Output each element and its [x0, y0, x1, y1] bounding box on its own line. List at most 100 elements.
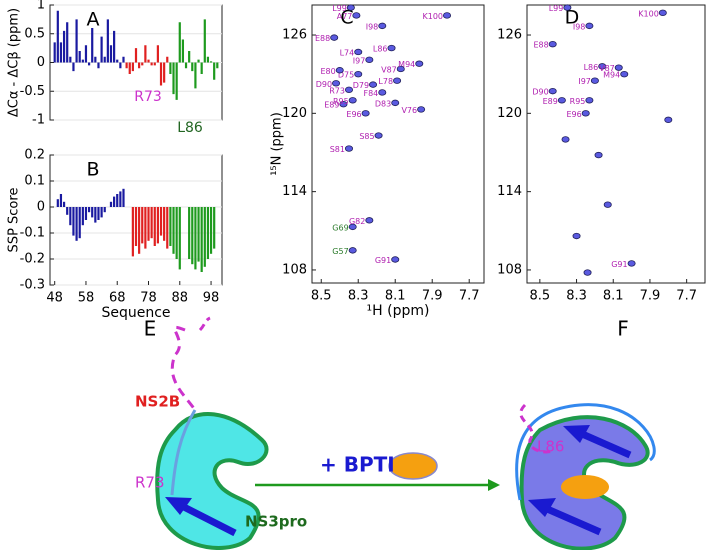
- peak: [346, 4, 355, 11]
- residue-label: R73: [135, 474, 165, 492]
- peak: [590, 77, 599, 84]
- bar: [113, 30, 116, 63]
- peak-label: E89: [543, 97, 558, 106]
- bar: [144, 207, 147, 249]
- peak-label: D75: [338, 71, 354, 80]
- bar: [78, 207, 81, 239]
- peak: [348, 97, 357, 104]
- residue-label: L86: [537, 438, 564, 456]
- y-tick-label: 0.1: [24, 174, 45, 189]
- bar: [125, 62, 128, 69]
- bar: [131, 207, 134, 257]
- bar: [141, 62, 144, 66]
- peak-label: D90: [316, 80, 332, 89]
- bar: [97, 62, 100, 69]
- bar: [128, 62, 131, 74]
- y-tick-label: 0.2: [24, 148, 45, 163]
- y-tick-label: 120: [497, 106, 522, 121]
- bar: [66, 22, 69, 63]
- bar: [169, 62, 172, 74]
- ns2b-tail: [198, 316, 211, 332]
- y-tick-label: 114: [282, 184, 307, 199]
- y-tick-label: -0.1: [20, 226, 45, 241]
- peak-label: D79: [353, 81, 369, 90]
- x-tick-label: 98: [203, 291, 220, 306]
- bar: [147, 59, 150, 63]
- bar: [178, 22, 181, 63]
- bar: [144, 45, 147, 63]
- bar: [184, 62, 188, 69]
- peak: [583, 269, 592, 276]
- peak: [344, 145, 353, 152]
- bar: [209, 61, 213, 63]
- x-tick-label: 78: [140, 291, 157, 306]
- peak-label: A77: [337, 12, 353, 21]
- y-tick-label: 108: [497, 262, 522, 277]
- x-tick-label: 7.9: [422, 289, 443, 304]
- peak: [391, 256, 400, 263]
- peak: [339, 100, 348, 108]
- bar: [200, 62, 203, 74]
- x-tick-label: 68: [109, 291, 126, 306]
- bar: [156, 45, 159, 63]
- bar: [75, 207, 78, 241]
- peak: [585, 97, 594, 104]
- bar: [138, 62, 141, 69]
- bar: [62, 201, 66, 207]
- peak-label: S81: [330, 145, 345, 154]
- ns2b-tail: [519, 403, 556, 454]
- x-tick-label: 58: [78, 291, 95, 306]
- bar: [188, 207, 191, 259]
- bar: [175, 207, 178, 259]
- peak-label: M94: [603, 71, 620, 80]
- y-tick-label: 108: [282, 262, 307, 277]
- peak: [614, 64, 623, 71]
- peak-label: R73: [329, 86, 345, 95]
- arrow-head: [165, 497, 192, 515]
- peak-label: L99: [332, 4, 347, 13]
- y-tick-label: 126: [282, 28, 307, 43]
- peak: [332, 80, 341, 87]
- bar: [194, 62, 197, 89]
- bar: [191, 62, 194, 72]
- peak: [415, 60, 424, 67]
- bar: [97, 207, 100, 220]
- bar: [106, 19, 109, 63]
- x-tick-label: 7.7: [459, 289, 480, 304]
- peak-label: D83: [375, 99, 391, 108]
- peak: [417, 106, 426, 113]
- y-tick-label: -0.5: [20, 84, 45, 99]
- bar: [59, 194, 63, 207]
- bar: [206, 207, 210, 259]
- y-axis-label: SSP Score: [7, 188, 22, 253]
- peak: [335, 67, 344, 74]
- y-tick-label: 0.5: [24, 26, 45, 41]
- x-tick-label: 7.9: [640, 289, 661, 304]
- bpti-shape: [561, 475, 609, 499]
- peak: [344, 86, 353, 94]
- bar: [94, 56, 97, 63]
- peak: [361, 110, 370, 117]
- x-axis-label: Sequence: [101, 305, 170, 321]
- peak: [391, 99, 400, 107]
- x-axis-label: ¹H (ppm): [367, 303, 430, 319]
- bar: [138, 207, 141, 254]
- bar: [122, 56, 125, 63]
- bar: [62, 30, 66, 63]
- arrow-head: [563, 425, 590, 443]
- x-tick-label: 8.1: [385, 289, 406, 304]
- ns3pro-label: NS3pro: [245, 513, 307, 531]
- arrow-head: [528, 498, 556, 517]
- bar: [153, 62, 156, 66]
- bar: [197, 59, 200, 63]
- bar: [69, 207, 72, 226]
- peak: [581, 110, 590, 117]
- panel-label: F: [617, 317, 629, 341]
- bar: [150, 62, 153, 66]
- y-tick-label: 120: [282, 106, 307, 121]
- bar: [200, 207, 203, 272]
- bar: [84, 207, 88, 220]
- peak: [561, 136, 570, 143]
- peak: [387, 44, 396, 52]
- bar: [72, 62, 75, 72]
